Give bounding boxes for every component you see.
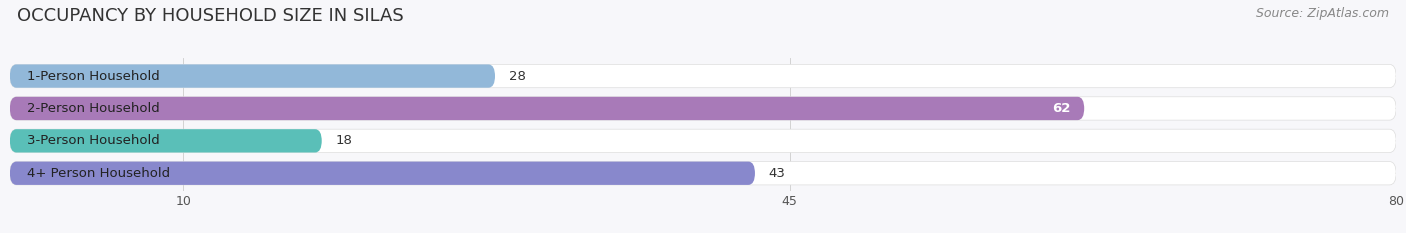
FancyBboxPatch shape <box>10 161 755 185</box>
FancyBboxPatch shape <box>10 97 1084 120</box>
Text: 62: 62 <box>1052 102 1070 115</box>
Text: OCCUPANCY BY HOUSEHOLD SIZE IN SILAS: OCCUPANCY BY HOUSEHOLD SIZE IN SILAS <box>17 7 404 25</box>
Text: 18: 18 <box>336 134 353 147</box>
Text: 3-Person Household: 3-Person Household <box>27 134 160 147</box>
FancyBboxPatch shape <box>10 97 1396 120</box>
Text: 43: 43 <box>769 167 786 180</box>
FancyBboxPatch shape <box>10 161 1396 185</box>
FancyBboxPatch shape <box>10 129 322 153</box>
Text: 2-Person Household: 2-Person Household <box>27 102 160 115</box>
Text: Source: ZipAtlas.com: Source: ZipAtlas.com <box>1256 7 1389 20</box>
Text: 4+ Person Household: 4+ Person Household <box>27 167 170 180</box>
FancyBboxPatch shape <box>10 64 1396 88</box>
Text: 1-Person Household: 1-Person Household <box>27 70 160 82</box>
FancyBboxPatch shape <box>10 129 1396 153</box>
FancyBboxPatch shape <box>10 64 495 88</box>
Text: 28: 28 <box>509 70 526 82</box>
